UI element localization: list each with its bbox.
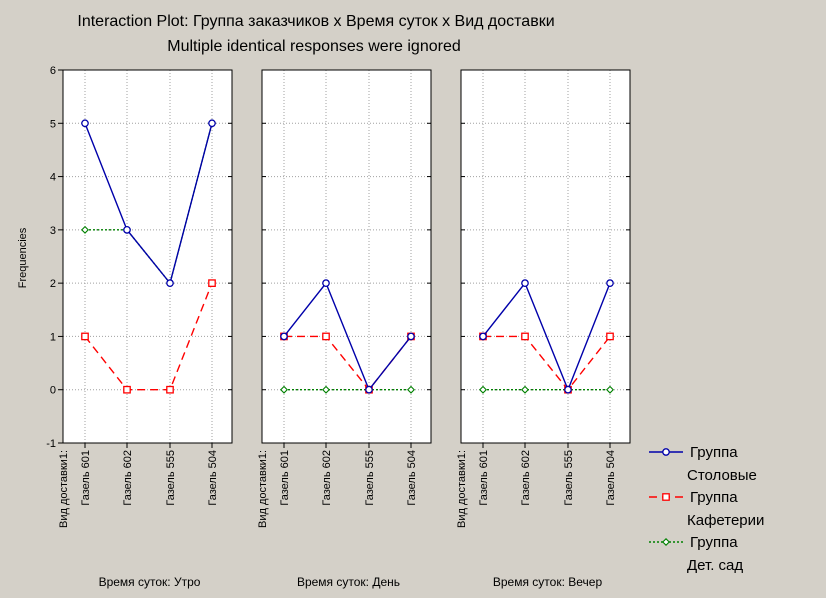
series-2-point <box>606 332 614 341</box>
legend-item-2: Группа Кафетерии <box>649 489 764 529</box>
series-line-2 <box>483 335 611 391</box>
panel-frame <box>62 69 233 444</box>
chart-subtitle: Multiple identical responses were ignore… <box>167 38 461 55</box>
series-2-point <box>81 332 89 341</box>
legend: Группа Столовые Группа Кафетерии Группа Дет. … <box>649 444 764 574</box>
y-axis-label: Frequencies <box>17 227 29 288</box>
panel-1: Газель 601 Газель 602 Газель 555 Газель 504… <box>58 69 233 589</box>
legend-marker <box>662 448 670 456</box>
panel-xlabel: Время суток: Вечер <box>493 575 603 589</box>
panel-background <box>461 70 630 443</box>
series-1-point <box>208 119 216 128</box>
series-2-point <box>208 279 216 287</box>
series-2-point <box>123 385 131 394</box>
panel-frame <box>460 69 631 444</box>
series-3-point <box>521 385 529 394</box>
legend-marker <box>662 538 670 546</box>
x-tick-label: Газель 504 <box>605 450 617 506</box>
panel-frame <box>261 69 432 444</box>
legend-label-line1: Группа <box>690 489 738 506</box>
legend-marker <box>662 493 670 501</box>
series-1-point <box>280 332 288 341</box>
series-1-point <box>407 332 415 341</box>
series-1-point <box>123 226 131 234</box>
category-axis-title: Вид доставки1: <box>456 450 468 528</box>
series-2-point <box>166 385 174 394</box>
y-tick-label: -1 <box>46 438 56 450</box>
series-3-point <box>81 225 89 234</box>
series-line-1 <box>482 281 611 392</box>
series-1-point <box>564 385 572 394</box>
x-tick-label: Газель 601 <box>478 450 490 506</box>
y-tick-label: 0 <box>50 385 56 397</box>
x-tick-label: Газель 601 <box>80 450 92 506</box>
legend-item-1: Группа Столовые <box>649 444 757 484</box>
series-3-point <box>407 385 415 394</box>
series-3-point <box>280 385 288 394</box>
series-3-point <box>479 385 487 394</box>
chart-title: Interaction Plot: Группа заказчиков x Вр… <box>77 13 554 30</box>
legend-label-line1: Группа <box>690 534 738 551</box>
series-2-point <box>521 332 529 341</box>
panel-background <box>63 70 232 443</box>
series-line-1 <box>84 123 213 285</box>
y-tick-label: 2 <box>50 278 56 290</box>
legend-label-line1: Группа <box>690 444 738 461</box>
x-tick-label: Газель 602 <box>520 450 532 506</box>
series-1-point <box>322 279 330 287</box>
panel-background <box>262 70 431 443</box>
y-tick-label: 4 <box>50 172 56 184</box>
x-tick-label: Газель 504 <box>406 450 418 506</box>
legend-label-line2: Кафетерии <box>687 512 764 529</box>
series-line-2 <box>84 282 213 391</box>
panel-xlabel: Время суток: День <box>297 575 400 589</box>
x-tick-label: Газель 602 <box>122 450 134 506</box>
category-axis-title: Вид доставки1: <box>58 450 70 528</box>
x-tick-label: Газель 555 <box>165 450 177 506</box>
series-1-point <box>606 279 614 287</box>
y-tick-label: 5 <box>50 118 56 130</box>
y-tick-label: 6 <box>50 65 56 77</box>
series-1-point <box>521 279 529 287</box>
panel-3: Газель 601 Газель 602 Газель 555 Газель 504… <box>456 69 631 589</box>
series-1-point <box>166 279 174 287</box>
x-tick-label: Газель 602 <box>321 450 333 506</box>
x-tick-label: Газель 555 <box>563 450 575 506</box>
x-tick-label: Газель 601 <box>279 450 291 506</box>
category-axis-title: Вид доставки1: <box>257 450 269 528</box>
series-1-point <box>479 332 487 341</box>
series-3-point <box>322 385 330 394</box>
panel-2: Газель 601 Газель 602 Газель 555 Газель 504… <box>257 69 432 589</box>
legend-label-line2: Дет. сад <box>687 557 743 574</box>
x-tick-label: Газель 504 <box>207 450 219 506</box>
series-2-point <box>322 332 330 341</box>
series-1-point <box>365 385 373 394</box>
series-line-1 <box>283 281 412 392</box>
y-tick-label: 3 <box>50 225 56 237</box>
legend-item-3: Группа Дет. сад <box>649 534 743 574</box>
series-3-point <box>606 385 614 394</box>
x-tick-label: Газель 555 <box>364 450 376 506</box>
y-axis: 6 5 4 3 2 1 0 -1 <box>46 65 63 450</box>
legend-label-line2: Столовые <box>687 467 757 484</box>
y-tick-label: 1 <box>50 331 56 343</box>
panel-xlabel: Время суток: Утро <box>99 575 201 589</box>
series-1-point <box>81 119 89 128</box>
